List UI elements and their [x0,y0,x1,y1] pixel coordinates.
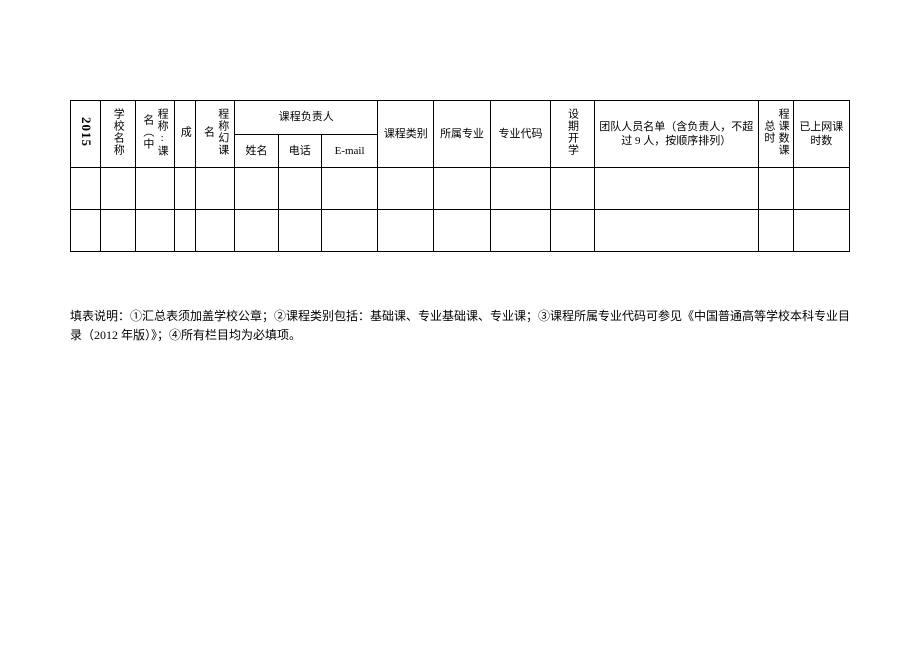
col-online-hours: 已上网课时数 [793,101,849,168]
cell [759,210,794,252]
cell [174,210,196,252]
col-major-code: 专业代码 [490,101,551,168]
col-major: 所属专业 [434,101,490,168]
col-course-name-cn: 程称:课名（中 [135,101,174,168]
col-school-name: 学校名称 [101,101,136,168]
cell [551,168,594,210]
col-leader-email: E-mail [321,134,377,168]
cell [434,210,490,252]
cell [434,168,490,210]
cell [378,210,434,252]
cell [196,168,235,210]
col-year: 2015 [71,101,101,168]
cell [594,168,758,210]
cell [490,210,551,252]
cell [135,210,174,252]
cell [793,210,849,252]
cell [101,210,136,252]
cell [235,168,278,210]
cell [378,168,434,210]
cell [551,210,594,252]
table-row [71,168,850,210]
cell [71,210,101,252]
cell [321,168,377,210]
cell [278,210,321,252]
cell [278,168,321,210]
header-row-1: 2015 学校名称 程称:课名（中 成 程称幻课名 课程负责人 课程类别 所属专… [71,101,850,135]
cell [793,168,849,210]
summary-table: 2015 学校名称 程称:课名（中 成 程称幻课名 课程负责人 课程类别 所属专… [70,100,850,252]
col-course-name-en: 程称幻课名 [196,101,235,168]
col-leader-phone: 电话 [278,134,321,168]
cell [759,168,794,210]
cell [235,210,278,252]
col-course-category: 课程类别 [378,101,434,168]
cell [196,210,235,252]
cell [174,168,196,210]
cell [71,168,101,210]
cell [101,168,136,210]
table-row [71,210,850,252]
cell [594,210,758,252]
col-completed: 成 [174,101,196,168]
col-team-members: 团队人员名单（含负责人，不超过 9 人，按顺序排列） [594,101,758,168]
document-page: 2015 学校名称 程称:课名（中 成 程称幻课名 课程负责人 课程类别 所属专… [0,0,920,346]
col-course-leader-group: 课程负责人 [235,101,378,135]
cell [490,168,551,210]
cell [321,210,377,252]
form-notes: 填表说明：①汇总表须加盖学校公章；②课程类别包括：基础课、专业基础课、专业课；③… [70,307,850,345]
col-total-hours: 程课数课总时 [759,101,794,168]
cell [135,168,174,210]
col-start-semester: 设期开学 [551,101,594,168]
col-leader-name: 姓名 [235,134,278,168]
